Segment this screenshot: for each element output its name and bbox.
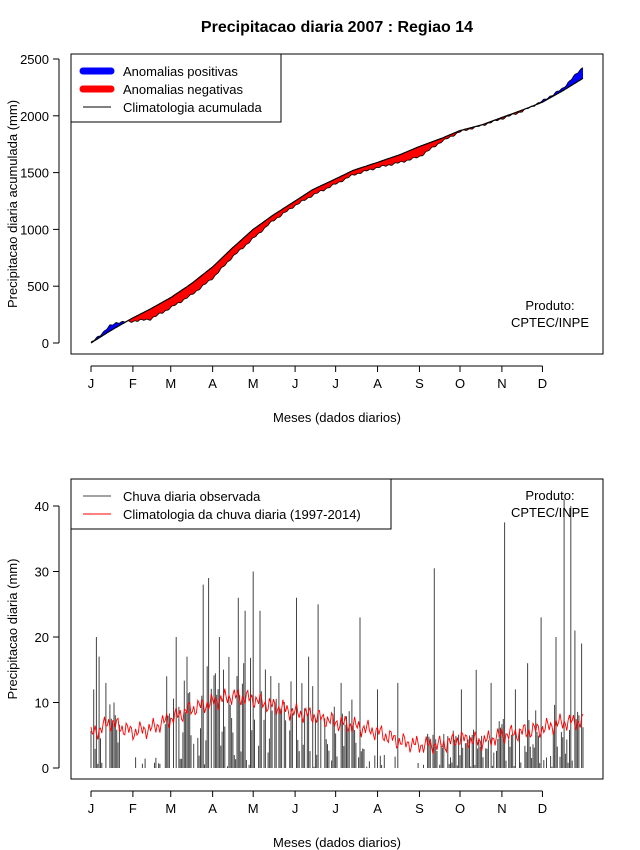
x-tick-label: O: [455, 801, 465, 816]
credit-text: CPTEC/INPE: [511, 315, 589, 330]
legend-box: [70, 478, 392, 530]
legend-label: Climatologia acumulada: [123, 100, 263, 115]
chart-accumulated: J F M A M J J A S O N D 0 500 1000 1500 2000 2500 Meses (d…: [5, 52, 604, 425]
legend-label: Climatologia da chuva diaria (1997-2014): [123, 507, 361, 522]
credit-text: Produto:: [525, 488, 574, 503]
chart-title: Precipitacao diaria 2007 : Regiao 14: [201, 19, 473, 36]
x-tick-label: O: [455, 376, 465, 391]
y-tick-label: 2000: [20, 109, 49, 124]
y-tick-label: 2500: [20, 52, 49, 67]
x-tick-label: F: [129, 801, 137, 816]
x-axis-label: Meses (dados diarios): [273, 835, 401, 850]
x-tick-label: J: [332, 376, 339, 391]
y-tick-label: 10: [35, 696, 49, 711]
positive-anomaly-area: [535, 67, 583, 105]
climatology-daily-line: [90, 688, 584, 755]
legend-label: Anomalias positivas: [123, 64, 238, 79]
plot-frame: [70, 53, 604, 355]
observed-accumulated-line: [90, 67, 584, 343]
x-tick-label: J: [88, 801, 95, 816]
y-tick-label: 0: [42, 336, 49, 351]
negative-anomaly-area: [124, 126, 475, 323]
y-tick-label: 1500: [20, 166, 49, 181]
x-tick-label: A: [373, 376, 382, 391]
x-axis-label: Meses (dados diarios): [273, 410, 401, 425]
x-tick-label: A: [208, 801, 217, 816]
x-tick-label: A: [373, 801, 382, 816]
y-axis-label: Precipitacao diaria (mm): [5, 559, 20, 700]
legend-label: Anomalias negativas: [123, 82, 243, 97]
credit-text: CPTEC/INPE: [511, 505, 589, 520]
x-tick-label: M: [248, 801, 259, 816]
x-tick-label: S: [415, 376, 424, 391]
climatology-accumulated-line: [90, 77, 584, 344]
x-tick-label: J: [292, 801, 299, 816]
x-tick-label: A: [208, 376, 217, 391]
y-tick-label: 1000: [20, 222, 49, 237]
x-tick-label: N: [497, 801, 506, 816]
x-tick-label: J: [88, 376, 95, 391]
y-tick-label: 0: [42, 761, 49, 776]
credit-text: Produto:: [525, 298, 574, 313]
x-tick-label: N: [497, 376, 506, 391]
x-tick-label: F: [129, 376, 137, 391]
legend-label: Chuva diaria observada: [123, 489, 261, 504]
x-tick-label: M: [165, 801, 176, 816]
y-tick-label: 30: [35, 565, 49, 580]
x-tick-label: D: [538, 376, 547, 391]
chart-daily: J F M A M J J A S O N D 0 10 20 30 40 Meses (dados diario…: [5, 478, 604, 850]
y-tick-label: 20: [35, 630, 49, 645]
x-tick-label: M: [165, 376, 176, 391]
x-tick-label: D: [538, 801, 547, 816]
y-axis-label: Precipitacao diaria acumulada (mm): [5, 100, 20, 308]
y-tick-label: 500: [27, 279, 49, 294]
x-tick-label: J: [292, 376, 299, 391]
y-tick-label: 40: [35, 499, 49, 514]
x-tick-label: S: [415, 801, 424, 816]
x-tick-label: M: [248, 376, 259, 391]
x-tick-label: J: [332, 801, 339, 816]
